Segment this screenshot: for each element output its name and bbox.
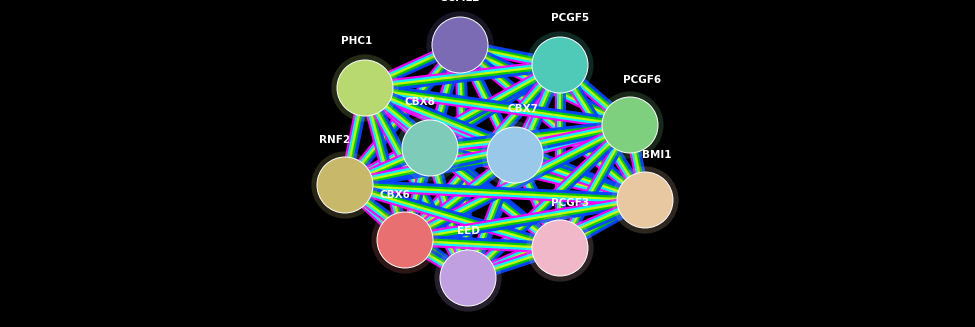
Text: BMI1: BMI1: [643, 150, 672, 160]
Text: PCGF5: PCGF5: [551, 13, 589, 23]
Text: PCGF6: PCGF6: [623, 75, 661, 85]
Ellipse shape: [397, 114, 463, 181]
Circle shape: [602, 97, 658, 153]
Ellipse shape: [597, 92, 664, 159]
Ellipse shape: [311, 151, 378, 219]
Ellipse shape: [526, 215, 594, 282]
Circle shape: [377, 212, 433, 268]
Circle shape: [432, 17, 488, 73]
Ellipse shape: [482, 121, 549, 189]
Circle shape: [440, 250, 496, 306]
Ellipse shape: [435, 244, 501, 312]
Circle shape: [532, 37, 588, 93]
Ellipse shape: [332, 54, 399, 122]
Circle shape: [617, 172, 673, 228]
Ellipse shape: [526, 31, 594, 99]
Text: CBX7: CBX7: [508, 104, 538, 114]
Ellipse shape: [426, 11, 493, 78]
Circle shape: [317, 157, 373, 213]
Text: SCML2: SCML2: [441, 0, 480, 3]
Text: RNF2: RNF2: [320, 135, 351, 145]
Text: CBX8: CBX8: [405, 97, 436, 107]
Text: PCGF3: PCGF3: [551, 198, 589, 208]
Text: CBX6: CBX6: [379, 190, 410, 200]
Text: EED: EED: [456, 226, 480, 236]
Ellipse shape: [371, 206, 439, 274]
Circle shape: [337, 60, 393, 116]
Circle shape: [487, 127, 543, 183]
Circle shape: [402, 120, 458, 176]
Ellipse shape: [611, 166, 679, 233]
Circle shape: [532, 220, 588, 276]
Text: PHC1: PHC1: [341, 36, 372, 46]
